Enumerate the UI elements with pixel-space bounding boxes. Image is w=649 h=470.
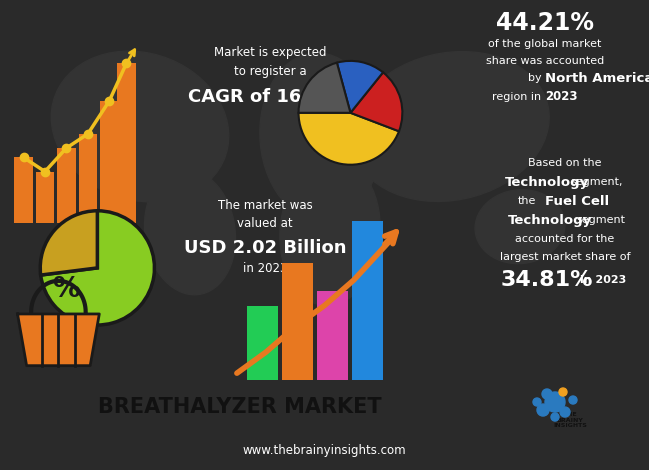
Circle shape [533, 398, 541, 406]
Text: www.thebrainyinsights.com: www.thebrainyinsights.com [242, 444, 406, 456]
Bar [117, 63, 136, 223]
Bar [100, 101, 119, 223]
Bar [14, 157, 33, 223]
Text: THE
BRAINY
INSIGHTS: THE BRAINY INSIGHTS [553, 412, 587, 428]
Text: %: % [52, 275, 80, 303]
Polygon shape [475, 190, 565, 264]
Circle shape [560, 407, 570, 417]
Bar [36, 172, 55, 223]
Text: share was accounted: share was accounted [486, 56, 604, 66]
Text: BREATHALYZER MARKET: BREATHALYZER MARKET [98, 397, 382, 417]
Text: in 2023: in 2023 [243, 262, 288, 275]
Polygon shape [351, 52, 549, 202]
Circle shape [551, 413, 559, 421]
Text: 2023: 2023 [545, 91, 578, 103]
Text: to register a: to register a [234, 65, 306, 78]
Wedge shape [337, 61, 383, 113]
Text: in 2023: in 2023 [580, 275, 626, 285]
Circle shape [542, 389, 552, 399]
Circle shape [537, 404, 549, 416]
Polygon shape [18, 314, 99, 366]
Text: Based on the: Based on the [528, 158, 602, 168]
Text: Technology: Technology [505, 176, 589, 189]
Bar [247, 306, 278, 380]
Text: 34.81%: 34.81% [501, 270, 593, 290]
Wedge shape [350, 72, 402, 131]
Text: CAGR of 16.94%: CAGR of 16.94% [188, 88, 352, 106]
Text: segment: segment [576, 215, 626, 225]
Text: by: by [528, 73, 545, 83]
Text: of the global market: of the global market [488, 39, 602, 49]
Wedge shape [40, 211, 97, 275]
Text: segment,: segment, [570, 177, 623, 188]
Text: region in: region in [493, 92, 545, 102]
Bar [317, 290, 348, 380]
Polygon shape [145, 169, 236, 295]
Bar [79, 134, 97, 223]
Bar [352, 221, 383, 380]
Text: accounted for the: accounted for the [515, 235, 615, 244]
Circle shape [545, 392, 565, 412]
Text: 44.21%: 44.21% [496, 11, 594, 35]
Polygon shape [51, 51, 229, 202]
Wedge shape [299, 63, 350, 113]
Text: Fuel Cell: Fuel Cell [545, 195, 609, 208]
Text: North America: North America [545, 71, 649, 85]
Circle shape [569, 396, 577, 404]
Polygon shape [280, 158, 380, 306]
Text: the: the [518, 196, 536, 206]
Text: Market is expected: Market is expected [214, 46, 326, 59]
Circle shape [559, 388, 567, 396]
Text: The market was: The market was [217, 199, 312, 212]
Wedge shape [41, 211, 154, 325]
Bar [57, 148, 76, 223]
Wedge shape [299, 113, 399, 164]
Text: USD 2.02 Billion: USD 2.02 Billion [184, 239, 347, 257]
Text: Technology: Technology [508, 214, 592, 227]
Polygon shape [260, 53, 380, 221]
Bar [282, 263, 313, 380]
Text: largest market share of: largest market share of [500, 252, 630, 262]
Text: valued at: valued at [237, 217, 293, 230]
